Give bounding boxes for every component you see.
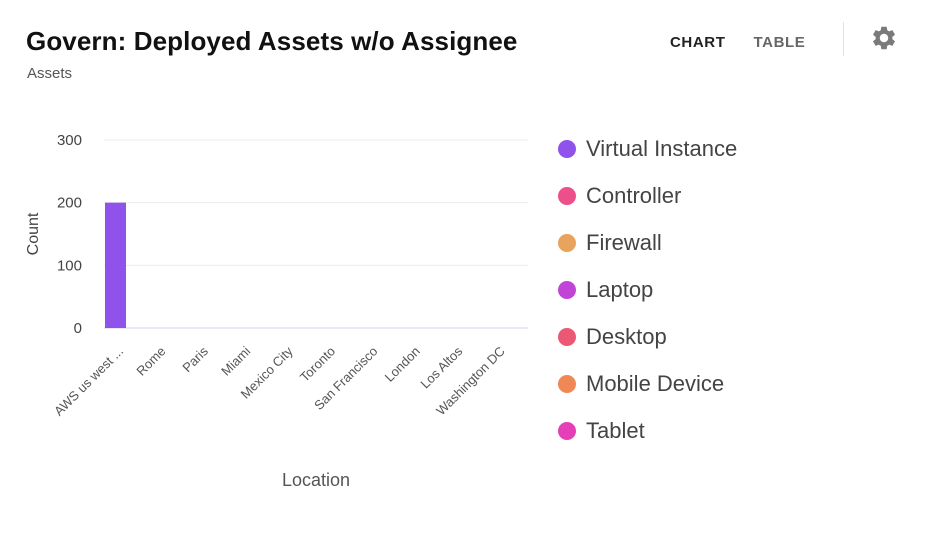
legend-item[interactable]: Mobile Device <box>558 360 737 407</box>
x-tick-label: Toronto <box>297 344 338 385</box>
x-tick-label: Rome <box>133 344 168 379</box>
legend-item[interactable]: Controller <box>558 172 737 219</box>
legend-swatch <box>558 139 576 158</box>
x-tick-label: Miami <box>218 343 253 378</box>
y-tick-label: 200 <box>57 195 82 212</box>
legend-swatch <box>558 233 576 252</box>
settings-button[interactable] <box>870 24 898 52</box>
view-tabs: CHART TABLE <box>660 24 823 60</box>
y-tick-label: 300 <box>57 132 82 149</box>
legend-label: Desktop <box>586 323 667 349</box>
x-tick-label: London <box>382 344 423 385</box>
chart-legend: Virtual Instance Controller Firewall Laptop… <box>558 125 737 454</box>
legend-swatch <box>558 186 576 205</box>
legend-swatch <box>558 327 576 346</box>
x-tick-label: AWS us west ... <box>51 344 126 419</box>
legend-item[interactable]: Desktop <box>558 313 737 360</box>
chart-title: Govern: Deployed Assets w/o Assignee <box>26 26 518 56</box>
y-axis-label: Count <box>25 212 42 255</box>
legend-item[interactable]: Tablet <box>558 407 737 454</box>
y-tick-label: 0 <box>74 320 82 337</box>
chart-subtitle: Assets <box>27 65 73 82</box>
x-axis-label: Location <box>282 470 350 490</box>
bar <box>105 202 126 328</box>
legend-label: Firewall <box>586 229 662 255</box>
legend-label: Virtual Instance <box>586 135 738 161</box>
legend-swatch <box>558 374 576 393</box>
gear-icon <box>873 26 895 50</box>
bar-chart: 0 100 200 300 Count AWS us west ... Rome Paris M… <box>25 132 528 490</box>
legend-label: Laptop <box>586 276 654 302</box>
x-tick-label: Paris <box>179 343 211 375</box>
y-tick-label: 100 <box>57 257 82 274</box>
legend-swatch <box>558 421 576 440</box>
legend-label: Mobile Device <box>586 370 725 396</box>
toolbar-divider <box>843 22 844 56</box>
legend-label: Controller <box>586 182 682 208</box>
legend-swatch <box>558 280 576 299</box>
legend-item[interactable]: Virtual Instance <box>558 125 737 172</box>
legend-label: Tablet <box>586 417 645 443</box>
tab-chart[interactable]: CHART <box>660 28 736 57</box>
tab-table[interactable]: TABLE <box>744 28 816 57</box>
legend-item[interactable]: Laptop <box>558 266 737 313</box>
legend-item[interactable]: Firewall <box>558 219 737 266</box>
